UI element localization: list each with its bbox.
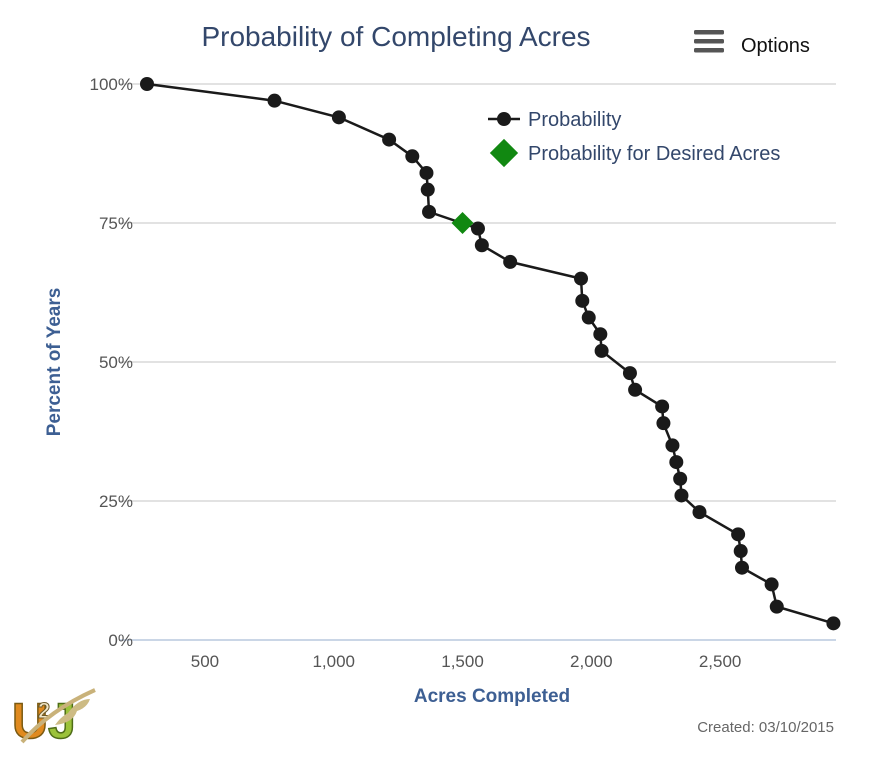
data-point[interactable] bbox=[656, 416, 671, 431]
data-point[interactable] bbox=[628, 382, 643, 397]
y-tick-label: 25% bbox=[99, 492, 133, 511]
data-point[interactable] bbox=[826, 616, 841, 631]
y-tick-label: 75% bbox=[99, 214, 133, 233]
x-axis-title: Acres Completed bbox=[414, 686, 570, 707]
data-point[interactable] bbox=[382, 132, 397, 147]
data-point[interactable] bbox=[669, 455, 684, 470]
legend-item-probability[interactable]: Probability bbox=[488, 109, 621, 131]
y-tick-label: 50% bbox=[99, 353, 133, 372]
data-point[interactable] bbox=[420, 182, 435, 197]
desired-acres-points bbox=[451, 212, 474, 234]
probability-points bbox=[140, 77, 841, 631]
data-point[interactable] bbox=[503, 254, 518, 269]
data-point[interactable] bbox=[575, 293, 590, 308]
y-tick-label: 100% bbox=[90, 75, 133, 94]
data-point[interactable] bbox=[769, 599, 784, 614]
data-point[interactable] bbox=[673, 471, 688, 486]
data-point[interactable] bbox=[733, 544, 748, 559]
data-point[interactable] bbox=[734, 560, 749, 575]
chart-title: Probability of Completing Acres bbox=[201, 21, 590, 52]
legend-diamond-marker bbox=[489, 138, 519, 168]
hamburger-menu-icon bbox=[694, 30, 724, 53]
data-point[interactable] bbox=[470, 221, 485, 236]
data-point[interactable] bbox=[419, 165, 434, 180]
data-point[interactable] bbox=[331, 110, 346, 125]
options-label: Options bbox=[741, 35, 810, 57]
x-tick-label: 2,500 bbox=[699, 652, 742, 671]
legend-label-desired-acres: Probability for Desired Acres bbox=[528, 143, 780, 165]
data-point[interactable] bbox=[593, 327, 608, 342]
data-point[interactable] bbox=[731, 527, 746, 542]
created-date: Created: 03/10/2015 bbox=[697, 719, 834, 736]
y-axis-title: Percent of Years bbox=[44, 288, 65, 437]
desired-acres-point[interactable] bbox=[451, 212, 474, 234]
x-tick-labels: 500 1,000 1,500 2,000 2,500 bbox=[191, 652, 742, 671]
data-point[interactable] bbox=[140, 77, 154, 91]
data-point[interactable] bbox=[474, 238, 489, 253]
options-button[interactable]: Options bbox=[686, 22, 836, 62]
data-point[interactable] bbox=[574, 271, 589, 286]
data-point[interactable] bbox=[267, 93, 282, 108]
legend: Probability Probability for Desired Acre… bbox=[488, 109, 780, 168]
data-point[interactable] bbox=[581, 310, 596, 325]
data-point[interactable] bbox=[422, 204, 437, 219]
data-point[interactable] bbox=[405, 149, 420, 164]
legend-item-desired-acres[interactable]: Probability for Desired Acres bbox=[489, 138, 780, 168]
x-tick-label: 1,000 bbox=[312, 652, 355, 671]
data-point[interactable] bbox=[692, 505, 707, 520]
data-point[interactable] bbox=[674, 488, 689, 503]
x-tick-label: 1,500 bbox=[441, 652, 484, 671]
y-tick-labels: 0% 25% 50% 75% 100% bbox=[90, 75, 133, 650]
legend-circle-marker bbox=[497, 112, 511, 126]
legend-label-probability: Probability bbox=[528, 109, 621, 131]
data-point[interactable] bbox=[764, 577, 779, 592]
y-tick-label: 0% bbox=[108, 631, 133, 650]
data-point[interactable] bbox=[594, 343, 609, 358]
u2u-logo: U J 2 bbox=[11, 688, 96, 750]
x-tick-label: 2,000 bbox=[570, 652, 613, 671]
data-point[interactable] bbox=[622, 366, 637, 381]
x-tick-label: 500 bbox=[191, 652, 219, 671]
data-point[interactable] bbox=[665, 438, 680, 453]
data-point[interactable] bbox=[655, 399, 670, 414]
